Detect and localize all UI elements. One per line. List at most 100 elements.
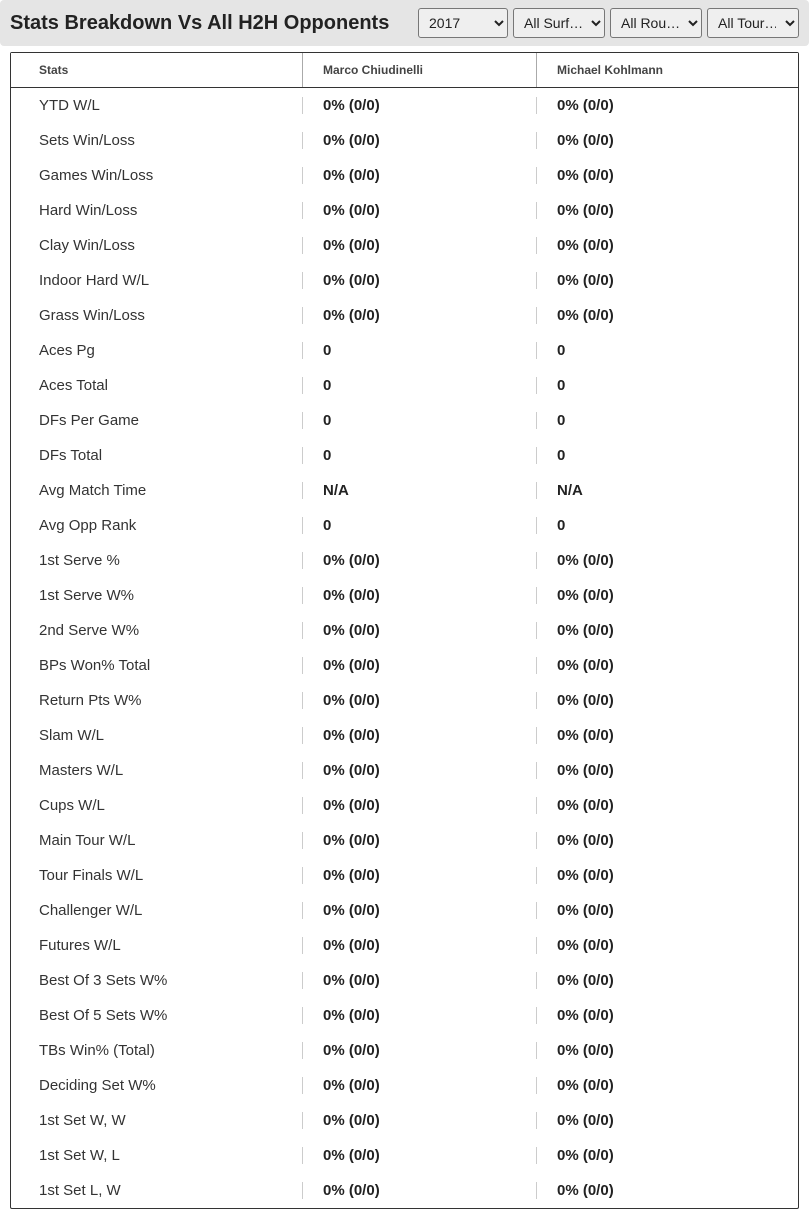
header-bar: Stats Breakdown Vs All H2H Opponents 201… xyxy=(0,0,809,46)
table-row: 1st Serve %0% (0/0)0% (0/0) xyxy=(11,543,798,578)
stat-label: Futures W/L xyxy=(11,937,302,954)
stat-label: 1st Serve W% xyxy=(11,587,302,604)
player2-value: 0% (0/0) xyxy=(536,97,798,114)
stat-label: 1st Set W, W xyxy=(11,1112,302,1129)
player1-value: 0% (0/0) xyxy=(302,832,536,849)
stat-label: 2nd Serve W% xyxy=(11,622,302,639)
table-row: Return Pts W%0% (0/0)0% (0/0) xyxy=(11,683,798,718)
table-row: Aces Pg00 xyxy=(11,333,798,368)
player1-value: 0 xyxy=(302,517,536,534)
table-row: 1st Serve W%0% (0/0)0% (0/0) xyxy=(11,578,798,613)
player2-value: 0% (0/0) xyxy=(536,972,798,989)
player1-value: 0% (0/0) xyxy=(302,902,536,919)
player1-value: 0% (0/0) xyxy=(302,307,536,324)
table-header-row: Stats Marco Chiudinelli Michael Kohlmann xyxy=(11,53,798,88)
player1-value: 0% (0/0) xyxy=(302,97,536,114)
player2-value: 0 xyxy=(536,517,798,534)
table-row: 2nd Serve W%0% (0/0)0% (0/0) xyxy=(11,613,798,648)
round-select[interactable]: All Rou… xyxy=(610,8,702,38)
player1-value: 0 xyxy=(302,342,536,359)
stat-label: Games Win/Loss xyxy=(11,167,302,184)
table-row: Indoor Hard W/L0% (0/0)0% (0/0) xyxy=(11,263,798,298)
player1-value: 0% (0/0) xyxy=(302,727,536,744)
stat-label: 1st Set W, L xyxy=(11,1147,302,1164)
table-row: Clay Win/Loss0% (0/0)0% (0/0) xyxy=(11,228,798,263)
player1-value: 0% (0/0) xyxy=(302,1112,536,1129)
filter-group: 2017 All Surf… All Rou… All Tour… xyxy=(418,8,799,38)
player2-value: 0% (0/0) xyxy=(536,587,798,604)
table-row: Futures W/L0% (0/0)0% (0/0) xyxy=(11,928,798,963)
player2-value: N/A xyxy=(536,482,798,499)
player1-value: 0% (0/0) xyxy=(302,272,536,289)
table-row: Aces Total00 xyxy=(11,368,798,403)
player1-value: 0% (0/0) xyxy=(302,237,536,254)
stat-label: Main Tour W/L xyxy=(11,832,302,849)
player2-value: 0% (0/0) xyxy=(536,237,798,254)
player1-value: 0% (0/0) xyxy=(302,1147,536,1164)
stat-label: Sets Win/Loss xyxy=(11,132,302,149)
player1-value: 0% (0/0) xyxy=(302,167,536,184)
player2-value: 0 xyxy=(536,447,798,464)
table-row: Tour Finals W/L0% (0/0)0% (0/0) xyxy=(11,858,798,893)
player1-value: 0% (0/0) xyxy=(302,692,536,709)
table-row: TBs Win% (Total)0% (0/0)0% (0/0) xyxy=(11,1033,798,1068)
stat-label: Slam W/L xyxy=(11,727,302,744)
stat-label: Best Of 3 Sets W% xyxy=(11,972,302,989)
stat-label: Challenger W/L xyxy=(11,902,302,919)
player1-value: 0% (0/0) xyxy=(302,657,536,674)
table-row: 1st Set L, W0% (0/0)0% (0/0) xyxy=(11,1173,798,1208)
col-header-player2: Michael Kohlmann xyxy=(536,53,798,87)
stat-label: Avg Opp Rank xyxy=(11,517,302,534)
stat-label: Best Of 5 Sets W% xyxy=(11,1007,302,1024)
player2-value: 0 xyxy=(536,377,798,394)
table-body: YTD W/L0% (0/0)0% (0/0) Sets Win/Loss 0% (… xyxy=(11,88,798,1208)
player2-value: 0 xyxy=(536,412,798,429)
year-select[interactable]: 2017 xyxy=(418,8,508,38)
stat-label: TBs Win% (Total) xyxy=(11,1042,302,1059)
table-row: Grass Win/Loss0% (0/0)0% (0/0) xyxy=(11,298,798,333)
player1-value: 0% (0/0) xyxy=(302,1007,536,1024)
player2-value: 0% (0/0) xyxy=(536,727,798,744)
player2-value: 0% (0/0) xyxy=(536,1007,798,1024)
player2-value: 0% (0/0) xyxy=(536,272,798,289)
player1-value: 0% (0/0) xyxy=(302,202,536,219)
surface-select[interactable]: All Surf… xyxy=(513,8,605,38)
player1-value: 0% (0/0) xyxy=(302,622,536,639)
table-row: Deciding Set W%0% (0/0)0% (0/0) xyxy=(11,1068,798,1103)
table-row: Challenger W/L0% (0/0)0% (0/0) xyxy=(11,893,798,928)
player2-value: 0% (0/0) xyxy=(536,132,798,149)
player2-value: 0% (0/0) xyxy=(536,622,798,639)
table-row: YTD W/L0% (0/0)0% (0/0) xyxy=(11,88,798,123)
player2-value: 0% (0/0) xyxy=(536,1077,798,1094)
tour-select[interactable]: All Tour… xyxy=(707,8,799,38)
table-row: 1st Set W, W0% (0/0)0% (0/0) xyxy=(11,1103,798,1138)
stat-label: Aces Total xyxy=(11,377,302,394)
player1-value: 0 xyxy=(302,412,536,429)
player2-value: 0% (0/0) xyxy=(536,937,798,954)
player2-value: 0% (0/0) xyxy=(536,1182,798,1199)
player1-value: 0% (0/0) xyxy=(302,1077,536,1094)
table-row: BPs Won% Total0% (0/0)0% (0/0) xyxy=(11,648,798,683)
table-row: Sets Win/Loss0% (0/0)0% (0/0) xyxy=(11,123,798,158)
stat-label: DFs Per Game xyxy=(11,412,302,429)
player1-value: 0% (0/0) xyxy=(302,972,536,989)
player2-value: 0% (0/0) xyxy=(536,832,798,849)
stat-label: Deciding Set W% xyxy=(11,1077,302,1094)
stat-label: DFs Total xyxy=(11,447,302,464)
player2-value: 0% (0/0) xyxy=(536,1042,798,1059)
player1-value: 0% (0/0) xyxy=(302,1042,536,1059)
stat-label: Indoor Hard W/L xyxy=(11,272,302,289)
player2-value: 0% (0/0) xyxy=(536,762,798,779)
stat-label: Cups W/L xyxy=(11,797,302,814)
player2-value: 0 xyxy=(536,342,798,359)
table-row: DFs Per Game00 xyxy=(11,403,798,438)
table-row: DFs Total00 xyxy=(11,438,798,473)
stat-label: 1st Serve % xyxy=(11,552,302,569)
stats-table: Stats Marco Chiudinelli Michael Kohlmann… xyxy=(10,52,799,1209)
player1-value: 0% (0/0) xyxy=(302,937,536,954)
stat-label: Masters W/L xyxy=(11,762,302,779)
player1-value: 0 xyxy=(302,447,536,464)
player1-value: 0% (0/0) xyxy=(302,587,536,604)
table-row: Avg Opp Rank00 xyxy=(11,508,798,543)
player2-value: 0% (0/0) xyxy=(536,202,798,219)
